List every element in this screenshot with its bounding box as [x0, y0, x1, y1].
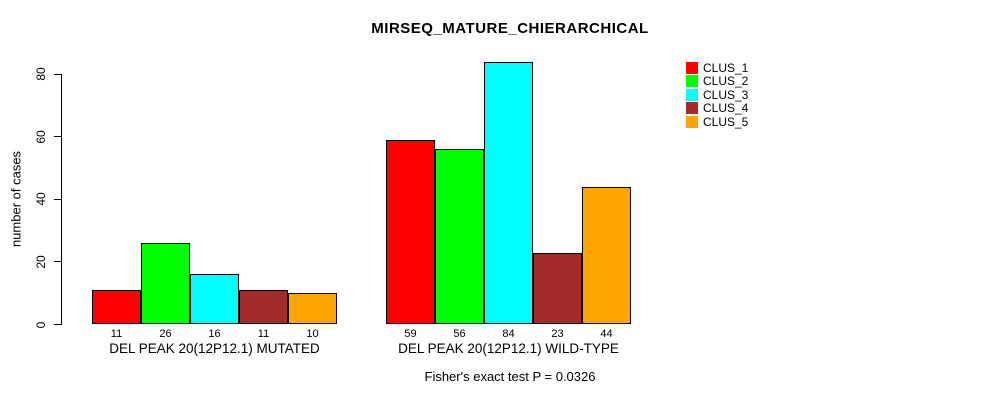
y-axis-line — [61, 74, 62, 325]
bar-value-label: 11 — [257, 328, 270, 340]
bar-value-label: 56 — [453, 328, 466, 340]
bar-value-label: 26 — [159, 328, 172, 340]
y-axis-tick-label: 80 — [34, 67, 48, 81]
x-axis-group-label: DEL PEAK 20(12P12.1) MUTATED — [109, 341, 320, 356]
y-axis-tick — [54, 73, 61, 75]
bar-clus_3-group2 — [484, 61, 533, 325]
y-axis-tick-label: 60 — [34, 130, 48, 144]
annotation-text: Fisher's exact test P = 0.0326 — [424, 369, 596, 384]
legend-label: CLUS_4 — [703, 101, 749, 116]
bar-value-label: 16 — [208, 328, 221, 340]
y-axis-tick — [54, 261, 61, 263]
bar-value-label: 11 — [110, 328, 123, 340]
y-axis-tick-label: 0 — [34, 321, 48, 328]
bar-clus_4-group1 — [239, 290, 288, 325]
bar-value-label: 59 — [404, 328, 417, 340]
legend-label: CLUS_2 — [703, 74, 749, 89]
y-axis-tick — [54, 198, 61, 200]
legend-swatch-clus_4 — [686, 102, 698, 115]
bar-clus_5-group2 — [582, 186, 631, 325]
legend-label: CLUS_3 — [703, 87, 749, 102]
bar-clus_2-group2 — [435, 149, 484, 325]
bar-clus_3-group1 — [190, 274, 239, 325]
bar-clus_5-group1 — [288, 293, 337, 325]
bar-value-label: 10 — [306, 328, 319, 340]
y-axis-label: number of cases — [8, 150, 24, 248]
x-axis-group-label: DEL PEAK 20(12P12.1) WILD-TYPE — [398, 341, 619, 356]
legend-swatch-clus_2 — [686, 75, 698, 88]
legend-label: CLUS_5 — [703, 114, 749, 129]
y-axis-tick-label: 20 — [34, 255, 48, 269]
bar-value-label: 44 — [600, 328, 613, 340]
bar-value-label: 84 — [502, 328, 515, 340]
y-axis-tick — [54, 136, 61, 138]
bar-clus_2-group1 — [141, 243, 190, 325]
y-axis-tick — [54, 324, 61, 325]
bar-clus_1-group2 — [386, 139, 435, 325]
legend-swatch-clus_3 — [686, 88, 698, 101]
bar-clus_4-group2 — [533, 252, 582, 325]
legend-swatch-clus_5 — [686, 115, 698, 128]
bar-clus_1-group1 — [92, 290, 141, 325]
y-axis-tick-label: 40 — [34, 192, 48, 206]
legend-swatch-clus_1 — [686, 62, 698, 74]
bar-value-label: 23 — [551, 328, 564, 340]
legend-label: CLUS_1 — [703, 61, 749, 75]
chart-title: MIRSEQ_MATURE_CHIERARCHICAL — [371, 20, 649, 37]
